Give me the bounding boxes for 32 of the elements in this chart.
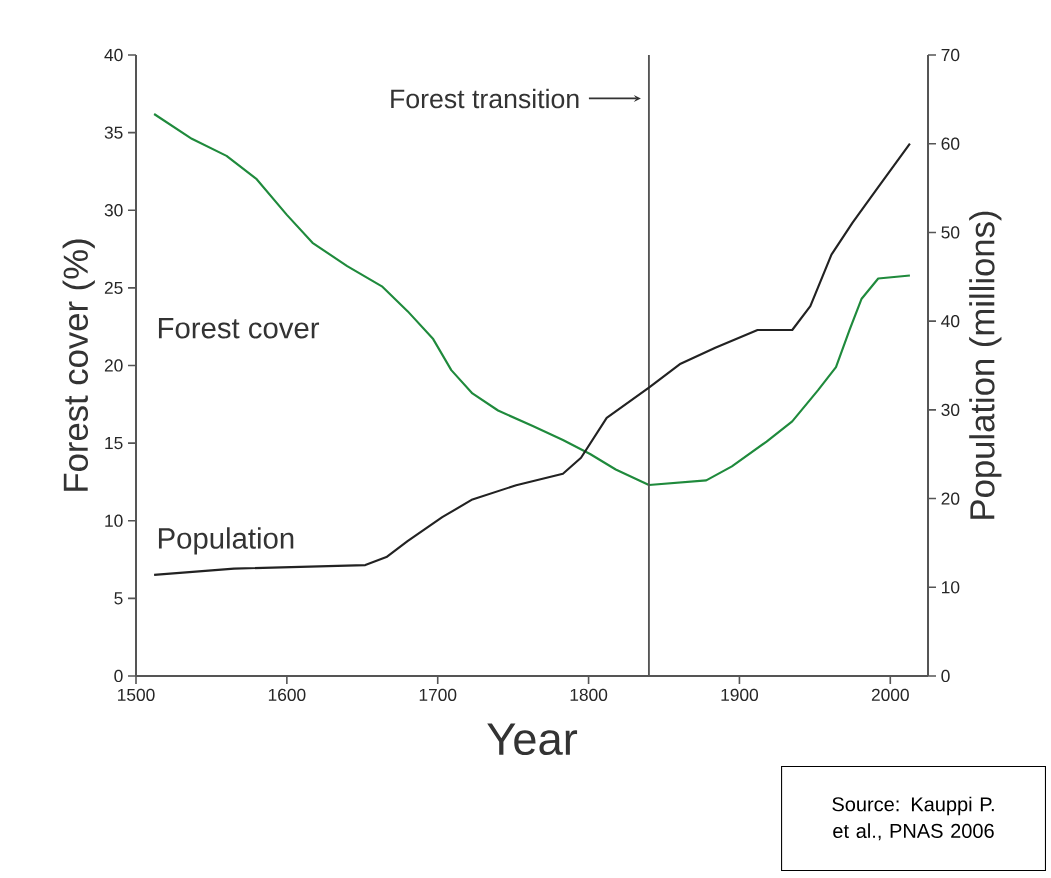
line-series bbox=[153, 112, 911, 487]
y-tick-label: 10 bbox=[105, 514, 123, 527]
x-tick-label: 1900 bbox=[721, 688, 759, 701]
y2-tick-label: 70 bbox=[941, 48, 960, 62]
y-tick-label: 40 bbox=[104, 48, 123, 62]
y2-tick-label: 10 bbox=[942, 581, 960, 594]
y-axis-title: Forest cover (%) bbox=[62, 239, 95, 491]
ref-line-label: Forest transition bbox=[391, 88, 579, 109]
x-tick-label: 2000 bbox=[871, 688, 909, 701]
line-series bbox=[153, 142, 911, 576]
y2-tick-label: 40 bbox=[941, 315, 960, 328]
x-tick-label: 1500 bbox=[118, 688, 155, 701]
y-tick-label: 30 bbox=[104, 204, 123, 217]
y2-tick-label: 50 bbox=[941, 226, 960, 239]
y-tick-label: 25 bbox=[104, 281, 123, 294]
y-tick-label: 5 bbox=[114, 592, 123, 605]
y-tick-label: 20 bbox=[104, 359, 123, 372]
y-tick-label: 0 bbox=[114, 669, 123, 683]
y-tick-label: 35 bbox=[104, 126, 123, 139]
y2-tick-label: 60 bbox=[941, 137, 960, 150]
y2-axis-title: Population (millions) bbox=[969, 211, 1002, 519]
y2-tick-label: 0 bbox=[941, 669, 950, 683]
x-tick-label: 1600 bbox=[268, 688, 306, 701]
x-tick-label: 1800 bbox=[570, 688, 608, 701]
text: Forest cover bbox=[158, 318, 320, 339]
x-axis-title: Year bbox=[487, 723, 578, 756]
source-note: Source: Kauppi P. et al., PNAS 2006 bbox=[832, 796, 994, 841]
y-tick-label: 15 bbox=[105, 437, 123, 450]
series-label: Population bbox=[158, 527, 294, 555]
y2-tick-label: 20 bbox=[941, 492, 960, 505]
y2-tick-label: 30 bbox=[941, 403, 960, 416]
x-tick-label: 1700 bbox=[419, 688, 457, 701]
